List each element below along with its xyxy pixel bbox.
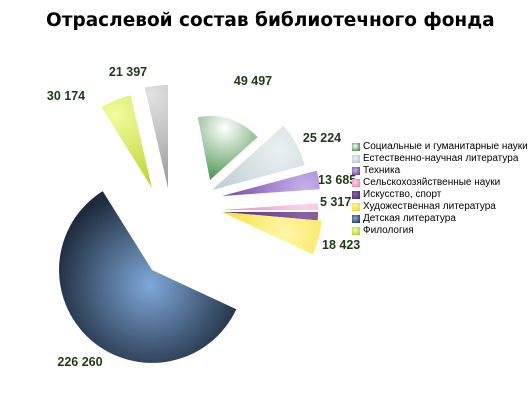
- legend-item-2: Естественно-научная литература: [352, 153, 530, 165]
- pie-slice-8: [101, 95, 152, 188]
- legend-item-3: Техника: [352, 165, 530, 177]
- pie-slice-6: [222, 212, 322, 255]
- pie-slice-2: [212, 125, 305, 190]
- data-label-7: 226 260: [57, 355, 102, 369]
- legend-swatch-7: [352, 215, 360, 223]
- legend-item-1: Социальные и гуманитарные науки: [352, 141, 530, 153]
- legend-swatch-3: [352, 167, 360, 175]
- legend-swatch-2: [352, 155, 360, 163]
- legend-label-8: Филология: [363, 225, 414, 236]
- pie-slice-3: [222, 170, 320, 196]
- legend-item-7: Детская литература: [352, 213, 530, 225]
- legend-swatch-5: [352, 191, 360, 199]
- legend-swatch-6: [352, 203, 360, 211]
- data-label-4: 5 317: [320, 195, 351, 209]
- legend-swatch-1: [352, 143, 360, 151]
- legend-label-3: Техника: [363, 165, 401, 176]
- pie-slice-4: [222, 203, 319, 210]
- chart-legend: Социальные и гуманитарные науки Естествен…: [352, 141, 530, 237]
- legend-item-6: Художественная литература: [352, 201, 530, 213]
- data-label-2: 25 224: [303, 131, 341, 145]
- legend-label-5: Искусство, спорт: [363, 189, 442, 200]
- legend-label-1: Социальные и гуманитарные науки: [363, 141, 528, 152]
- legend-label-4: Сельскохозяйственные науки: [363, 177, 501, 188]
- pie-slice-7: [59, 191, 237, 363]
- data-labels: 49 497 25 224 13 685 5 317 18 423 226 260 30 1…: [47, 65, 360, 369]
- data-label-8: 30 174: [47, 89, 85, 103]
- pie-slice-9: [144, 84, 168, 188]
- data-label-3: 13 685: [318, 173, 356, 187]
- legend-label-6: Художественная литература: [363, 201, 496, 212]
- data-label-6: 18 423: [322, 238, 360, 252]
- data-label-9: 21 397: [109, 65, 147, 79]
- chart-title: Отраслевой состав библиотечного фонда: [46, 10, 495, 31]
- legend-label-2: Естественно-научная литература: [363, 153, 519, 164]
- pie-slices: [59, 84, 322, 363]
- legend-swatch-8: [352, 227, 360, 235]
- legend-label-7: Детская литература: [363, 213, 456, 224]
- pie-slice-1: [197, 116, 258, 180]
- legend-item-5: Искусство, спорт: [352, 189, 530, 201]
- legend-item-8: Филология: [352, 225, 530, 237]
- data-label-1: 49 497: [234, 74, 272, 88]
- legend-item-4: Сельскохозяйственные науки: [352, 177, 530, 189]
- legend-swatch-4: [352, 179, 360, 187]
